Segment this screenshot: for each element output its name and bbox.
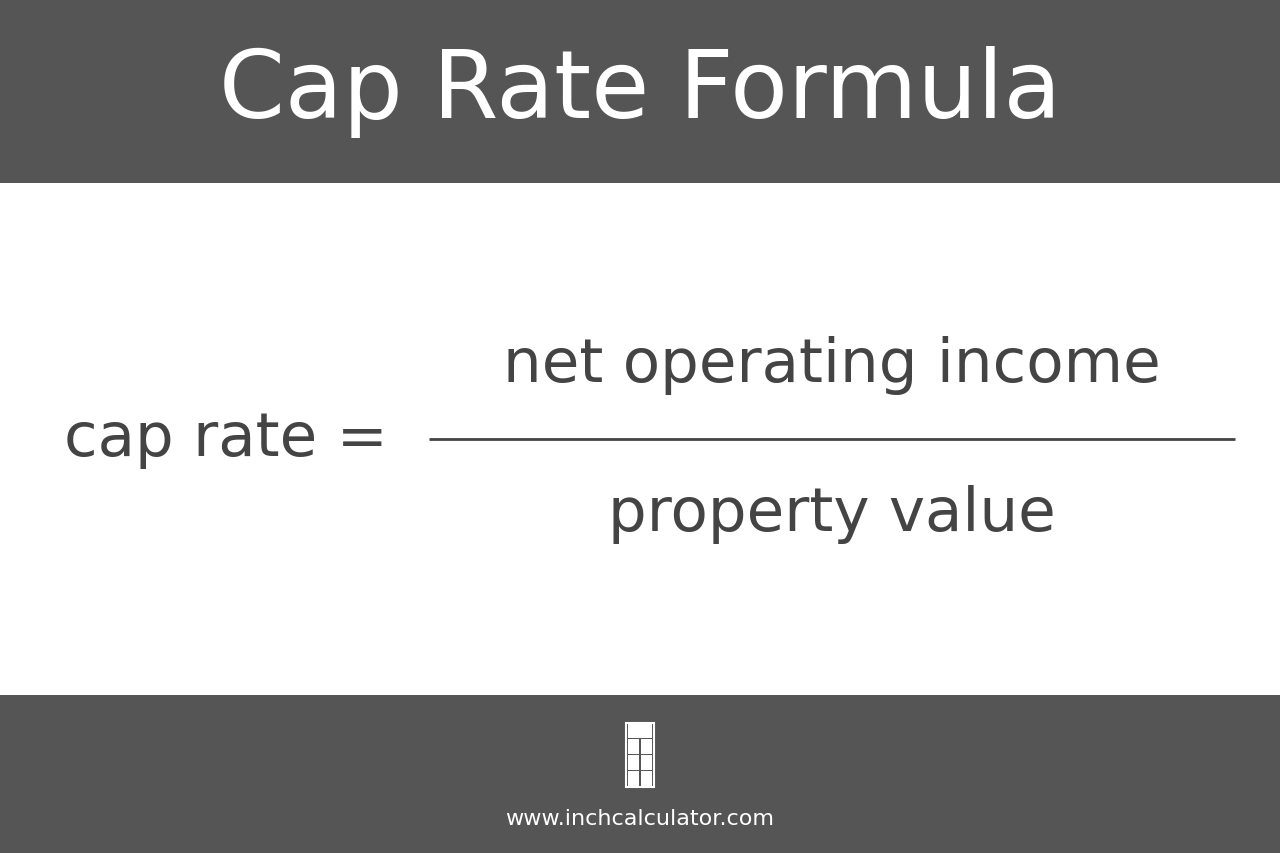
Text: Cap Rate Formula: Cap Rate Formula: [219, 46, 1061, 137]
Text: cap rate =: cap rate =: [64, 409, 388, 469]
Text: property value: property value: [608, 484, 1056, 543]
Text: net operating income: net operating income: [503, 335, 1161, 395]
Text: www.inchcalculator.com: www.inchcalculator.com: [506, 809, 774, 828]
